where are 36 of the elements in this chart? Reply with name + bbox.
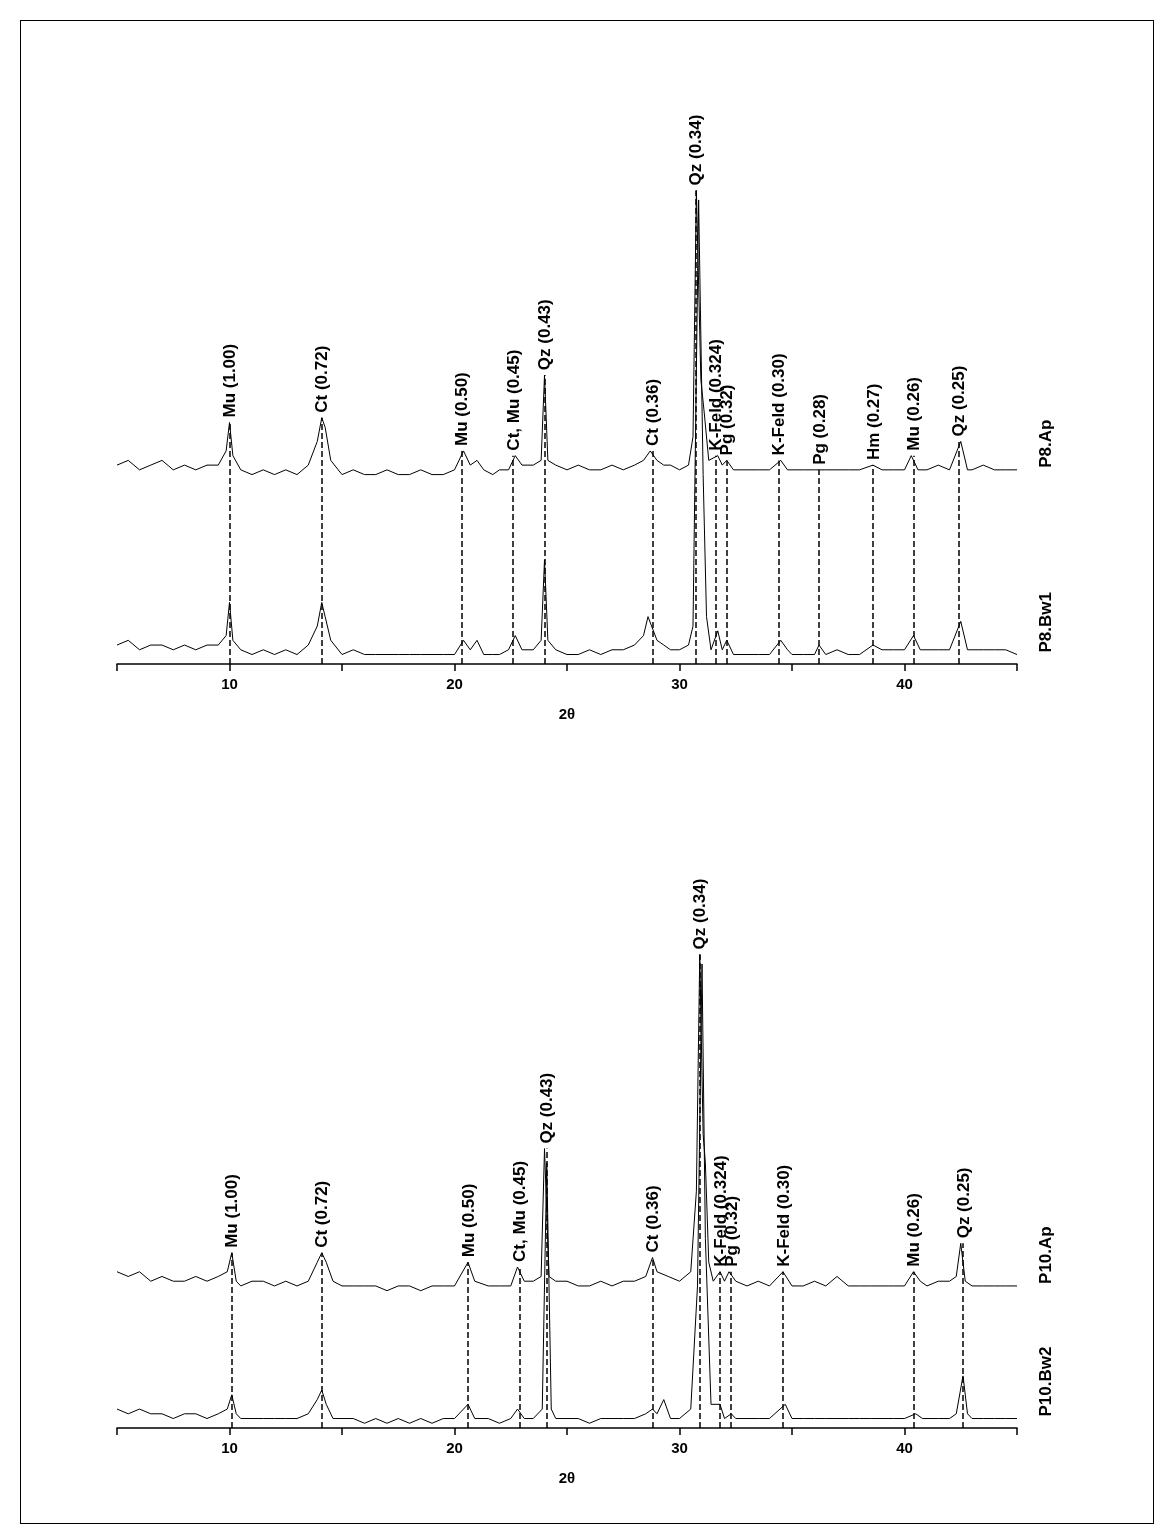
x-tick-label: 30 (671, 1439, 688, 1456)
x-tick-label: 40 (896, 675, 913, 692)
ref-line-label: Qz (0.43) (535, 299, 554, 371)
ref-line-label: Qz (0.25) (949, 365, 968, 437)
ref-line-label: Ct (0.72) (312, 345, 332, 413)
ref-line-label: Ct, Mu (0.45) (510, 1160, 530, 1262)
x-axis-title: 2θ (558, 705, 576, 722)
ref-line-label: Mu (0.26) (904, 376, 923, 451)
ref-line-label: Qz (0.25) (953, 1167, 973, 1239)
x-tick-label: 10 (221, 1439, 238, 1456)
ref-line-label: Mu (0.26) (904, 1193, 923, 1267)
x-axis-title: 2θ (558, 1469, 576, 1486)
x-tick-label: 20 (446, 1439, 463, 1456)
ref-line-label: K-Feld (0.30) (769, 353, 788, 456)
ref-line-label: Qz (0.43) (537, 1072, 557, 1144)
text: P10.Ap (1035, 1226, 1055, 1284)
ref-line-label: Ct (0.36) (643, 1185, 662, 1253)
x-tick-label: 20 (446, 675, 463, 692)
ref-line-label: Hm (0.27) (863, 383, 883, 461)
text: P8.Bw1 (1035, 592, 1055, 653)
ref-line-label: Mu (0.50) (458, 1183, 478, 1258)
text: P10.Bw2 (1035, 1346, 1055, 1417)
ref-line-label: Mu (1.00) (220, 343, 239, 418)
ref-line-label: Ct (0.36) (643, 378, 662, 446)
x-tick-label: 10 (221, 675, 238, 692)
ref-line-label: Ct (0.72) (312, 1180, 332, 1248)
ref-line-label: Mu (1.00) (222, 1174, 242, 1248)
ref-line-label: Mu (0.50) (451, 372, 471, 446)
x-tick-label: 40 (896, 1439, 913, 1456)
ref-line-label: Ct, Mu (0.45) (503, 349, 523, 451)
x-tick-label: 30 (671, 675, 688, 692)
ref-line-label: Pg (0.28) (809, 393, 829, 465)
ref-line-label: Qz (0.34) (685, 114, 705, 186)
ref-line-label: Qz (0.34) (690, 878, 710, 950)
text: P8.Ap (1035, 419, 1055, 468)
ref-line-label: K-Feld (0.30) (773, 1164, 793, 1267)
